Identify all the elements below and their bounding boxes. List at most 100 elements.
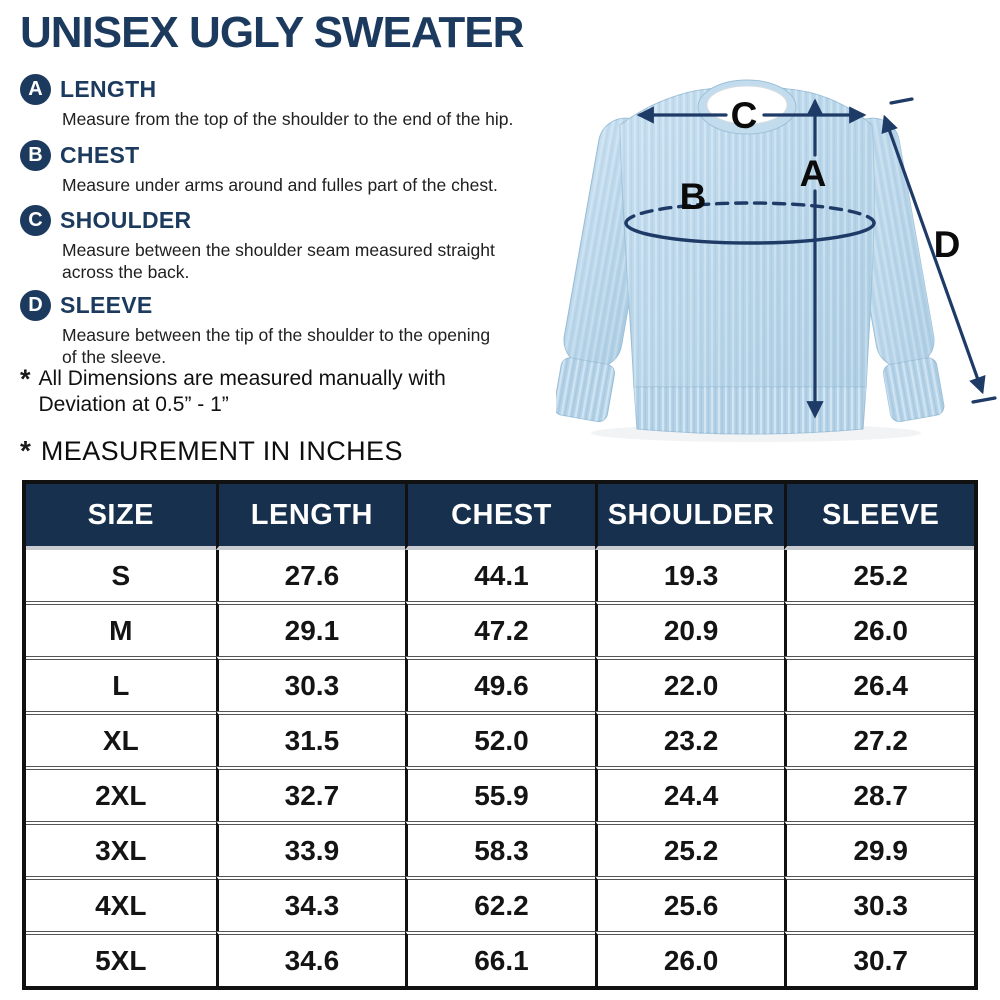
sleeve-cell: 26.0 — [784, 601, 974, 656]
section-length-description: Measure from the top of the shoulder to … — [62, 108, 513, 130]
section-chest: B CHEST Measure under arms around and fu… — [20, 140, 498, 196]
shoulder-cell: 25.6 — [594, 876, 785, 931]
shoulder-cell: 19.3 — [594, 550, 785, 601]
section-length-label: LENGTH — [60, 76, 157, 102]
length-cell: 34.3 — [215, 876, 406, 931]
units-note-text: MEASUREMENT IN INCHES — [40, 436, 403, 466]
size-cell: XL — [26, 711, 216, 766]
length-cell: 31.5 — [215, 711, 406, 766]
badge-d: D — [20, 290, 51, 321]
table-row-m: M 29.1 47.2 20.9 26.0 — [26, 601, 974, 656]
table-row-3xl: 3XL 33.9 58.3 25.2 29.9 — [26, 821, 974, 876]
page-title: UNISEX UGLY SWEATER — [20, 8, 524, 57]
table-row-l: L 30.3 49.6 22.0 26.4 — [26, 656, 974, 711]
col-header-sleeve: SLEEVE — [784, 484, 974, 550]
description-line: Measure between the tip of the shoulder … — [62, 325, 491, 345]
section-chest-head: B CHEST — [20, 140, 498, 171]
diagram-label-c: C — [731, 95, 758, 136]
table-row-xl: XL 31.5 52.0 23.2 27.2 — [26, 711, 974, 766]
col-header-size: SIZE — [26, 484, 216, 550]
section-chest-label: CHEST — [60, 142, 140, 168]
deviation-footnote: * All Dimensions are measured manually w… — [20, 366, 446, 418]
chest-cell: 62.2 — [405, 876, 595, 931]
description-line: of the sleeve. — [62, 347, 167, 367]
table-row-4xl: 4XL 34.3 62.2 25.6 30.3 — [26, 876, 974, 931]
badge-c: C — [20, 205, 51, 236]
sleeve-cell: 27.2 — [784, 711, 974, 766]
size-cell: 5XL — [26, 931, 216, 986]
section-sleeve: D SLEEVE Measure between the tip of the … — [20, 290, 490, 368]
section-sleeve-description: Measure between the tip of the shoulder … — [62, 324, 490, 368]
diagram-label-d: D — [934, 224, 961, 265]
size-cell: L — [26, 656, 216, 711]
description-line: across the back. — [62, 262, 190, 282]
size-cell: 4XL — [26, 876, 216, 931]
size-cell: 2XL — [26, 766, 216, 821]
size-cell: M — [26, 601, 216, 656]
sleeve-cell: 30.3 — [784, 876, 974, 931]
chest-cell: 49.6 — [405, 656, 595, 711]
section-sleeve-label: SLEEVE — [60, 292, 153, 318]
section-chest-description: Measure under arms around and fulles par… — [62, 174, 498, 196]
shoulder-cell: 24.4 — [594, 766, 785, 821]
sleeve-cell: 30.7 — [784, 931, 974, 986]
description-line: Measure under arms around and fulles par… — [62, 175, 498, 195]
shoulder-cell: 22.0 — [594, 656, 785, 711]
section-shoulder: C SHOULDER Measure between the shoulder … — [20, 205, 495, 283]
length-cell: 33.9 — [215, 821, 406, 876]
table-row-2xl: 2XL 32.7 55.9 24.4 28.7 — [26, 766, 974, 821]
size-cell: S — [26, 550, 216, 601]
diagram-label-b: B — [680, 176, 707, 217]
section-shoulder-head: C SHOULDER — [20, 205, 495, 236]
sleeve-cell: 26.4 — [784, 656, 974, 711]
section-sleeve-head: D SLEEVE — [20, 290, 490, 321]
chest-cell: 44.1 — [405, 550, 595, 601]
length-cell: 34.6 — [215, 931, 406, 986]
diagram-labels: C A B D — [680, 95, 961, 265]
asterisk: * — [20, 364, 31, 394]
diagram-label-a: A — [800, 153, 827, 194]
section-length: A LENGTH Measure from the top of the sho… — [20, 74, 513, 130]
length-cell: 29.1 — [215, 601, 406, 656]
section-length-head: A LENGTH — [20, 74, 513, 105]
shoulder-cell: 23.2 — [594, 711, 785, 766]
deviation-footnote-text: All Dimensions are measured manually wit… — [39, 366, 446, 418]
section-shoulder-description: Measure between the shoulder seam measur… — [62, 239, 495, 283]
shoulder-cell: 25.2 — [594, 821, 785, 876]
sleeve-cell: 25.2 — [784, 550, 974, 601]
size-table-container: SIZE LENGTH CHEST SHOULDER SLEEVE S 27.6… — [22, 480, 978, 990]
asterisk: * — [20, 435, 31, 466]
length-cell: 30.3 — [215, 656, 406, 711]
length-cell: 27.6 — [215, 550, 406, 601]
table-header-row: SIZE LENGTH CHEST SHOULDER SLEEVE — [26, 484, 974, 550]
size-table: SIZE LENGTH CHEST SHOULDER SLEEVE S 27.6… — [22, 480, 978, 990]
description-line: Measure between the shoulder seam measur… — [62, 240, 495, 260]
sweater-size-diagram: C A B D — [556, 79, 997, 442]
units-note: * MEASUREMENT IN INCHES — [20, 435, 403, 467]
description-line: Measure from the top of the shoulder to … — [62, 109, 514, 129]
footnote-line: All Dimensions are measured manually wit… — [38, 367, 446, 390]
sleeve-cell: 28.7 — [784, 766, 974, 821]
arrow-d — [881, 97, 997, 404]
shoulder-cell: 26.0 — [594, 931, 785, 986]
col-header-length: LENGTH — [215, 484, 406, 550]
chest-cell: 66.1 — [405, 931, 595, 986]
chest-cell: 58.3 — [405, 821, 595, 876]
length-cell: 32.7 — [215, 766, 406, 821]
badge-a: A — [20, 74, 51, 105]
table-row-5xl: 5XL 34.6 66.1 26.0 30.7 — [26, 931, 974, 986]
size-cell: 3XL — [26, 821, 216, 876]
sleeve-cell: 29.9 — [784, 821, 974, 876]
shoulder-cell: 20.9 — [594, 601, 785, 656]
chest-cell: 47.2 — [405, 601, 595, 656]
section-shoulder-label: SHOULDER — [60, 207, 192, 233]
col-header-shoulder: SHOULDER — [594, 484, 785, 550]
ellipse-b — [624, 201, 876, 245]
chest-cell: 55.9 — [405, 766, 595, 821]
measurement-arrows — [624, 97, 997, 419]
table-row-s: S 27.6 44.1 19.3 25.2 — [26, 550, 974, 601]
badge-b: B — [20, 140, 51, 171]
footnote-line: Deviation at 0.5” - 1” — [38, 393, 229, 416]
col-header-chest: CHEST — [405, 484, 595, 550]
